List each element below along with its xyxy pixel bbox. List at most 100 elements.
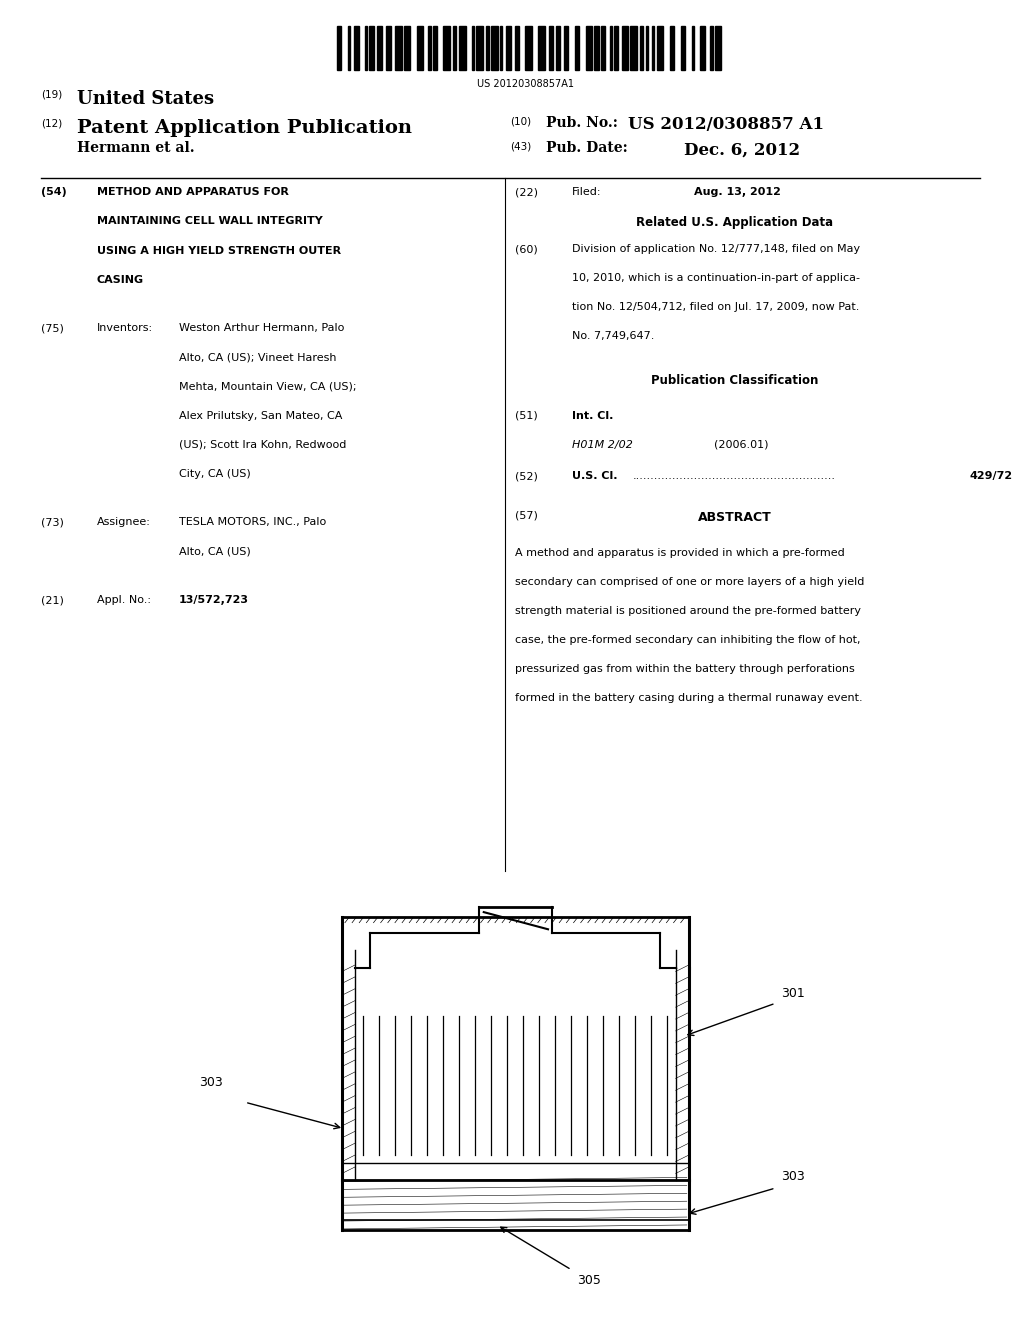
Text: ........................................................: ........................................… (633, 471, 836, 482)
Text: pressurized gas from within the battery through perforations: pressurized gas from within the battery … (515, 664, 855, 675)
Bar (715, 26, 721, 70)
Bar (586, 26, 592, 70)
Text: US 2012/0308857 A1: US 2012/0308857 A1 (628, 116, 823, 133)
Bar (403, 26, 411, 70)
Bar (549, 26, 553, 70)
Bar (651, 26, 653, 70)
Text: (54): (54) (41, 187, 67, 198)
Text: METHOD AND APPARATUS FOR: METHOD AND APPARATUS FOR (97, 187, 289, 198)
Bar (366, 26, 368, 70)
Bar (613, 26, 618, 70)
Text: ABSTRACT: ABSTRACT (698, 511, 772, 524)
Text: (19): (19) (41, 90, 62, 100)
Bar (460, 26, 466, 70)
Bar (395, 26, 402, 70)
Text: MAINTAINING CELL WALL INTEGRITY: MAINTAINING CELL WALL INTEGRITY (97, 216, 323, 227)
Text: 301: 301 (780, 987, 805, 1001)
Text: 303: 303 (780, 1170, 805, 1183)
Bar (525, 26, 531, 70)
Text: (75): (75) (41, 323, 63, 334)
Text: Hermann et al.: Hermann et al. (77, 141, 195, 156)
Text: 303: 303 (199, 1076, 223, 1089)
Bar (681, 26, 685, 70)
Text: tion No. 12/504,712, filed on Jul. 17, 2009, now Pat.: tion No. 12/504,712, filed on Jul. 17, 2… (571, 302, 859, 313)
Bar (443, 26, 450, 70)
Bar (377, 26, 382, 70)
Text: (52): (52) (515, 471, 539, 482)
Text: Int. Cl.: Int. Cl. (571, 411, 613, 421)
Bar (428, 26, 431, 70)
Text: Appl. No.:: Appl. No.: (97, 595, 151, 606)
Bar (354, 26, 359, 70)
Text: (2006.01): (2006.01) (715, 440, 769, 450)
Bar (692, 26, 694, 70)
Bar (486, 26, 489, 70)
Text: Weston Arthur Hermann, Palo: Weston Arthur Hermann, Palo (178, 323, 344, 334)
Text: USING A HIGH YIELD STRENGTH OUTER: USING A HIGH YIELD STRENGTH OUTER (97, 246, 341, 256)
Bar (453, 26, 456, 70)
Text: 13/572,723: 13/572,723 (178, 595, 249, 606)
Bar (539, 26, 545, 70)
Bar (574, 26, 580, 70)
Bar (472, 26, 474, 70)
Bar (610, 26, 611, 70)
Bar (640, 26, 643, 70)
Text: CASING: CASING (97, 275, 144, 285)
Text: (21): (21) (41, 595, 63, 606)
Bar (556, 26, 560, 70)
Text: (73): (73) (41, 517, 63, 528)
Bar (476, 26, 482, 70)
Text: City, CA (US): City, CA (US) (178, 469, 250, 479)
Text: strength material is positioned around the pre-formed battery: strength material is positioned around t… (515, 606, 861, 616)
Text: U.S. Cl.: U.S. Cl. (571, 471, 617, 482)
Text: (57): (57) (515, 511, 539, 521)
Text: (51): (51) (515, 411, 539, 421)
Text: 305: 305 (577, 1274, 600, 1287)
Bar (515, 26, 518, 70)
Bar (433, 26, 436, 70)
Bar (656, 26, 664, 70)
Text: Alto, CA (US); Vineet Haresh: Alto, CA (US); Vineet Haresh (178, 352, 336, 363)
Bar (492, 26, 498, 70)
Text: (US); Scott Ira Kohn, Redwood: (US); Scott Ira Kohn, Redwood (178, 440, 346, 450)
Text: Pub. No.:: Pub. No.: (546, 116, 617, 131)
Bar (370, 26, 374, 70)
Text: 10, 2010, which is a continuation-in-part of applica-: 10, 2010, which is a continuation-in-par… (571, 273, 859, 284)
Text: (22): (22) (515, 187, 539, 198)
Bar (386, 26, 391, 70)
Text: Mehta, Mountain View, CA (US);: Mehta, Mountain View, CA (US); (178, 381, 356, 392)
Text: Dec. 6, 2012: Dec. 6, 2012 (684, 141, 800, 158)
Text: Aug. 13, 2012: Aug. 13, 2012 (694, 187, 781, 198)
Text: (12): (12) (41, 119, 62, 129)
Bar (670, 26, 675, 70)
Text: secondary can comprised of one or more layers of a high yield: secondary can comprised of one or more l… (515, 577, 864, 587)
Text: A method and apparatus is provided in which a pre-formed: A method and apparatus is provided in wh… (515, 548, 845, 558)
Text: H01M 2/02: H01M 2/02 (571, 440, 633, 450)
Text: Division of application No. 12/777,148, filed on May: Division of application No. 12/777,148, … (571, 244, 859, 255)
Bar (601, 26, 605, 70)
Bar (348, 26, 350, 70)
Bar (646, 26, 648, 70)
Text: Pub. Date:: Pub. Date: (546, 141, 628, 156)
Text: Alto, CA (US): Alto, CA (US) (178, 546, 250, 557)
Bar (417, 26, 424, 70)
Text: No. 7,749,647.: No. 7,749,647. (571, 331, 654, 342)
Text: (60): (60) (515, 244, 539, 255)
Text: Alex Prilutsky, San Mateo, CA: Alex Prilutsky, San Mateo, CA (178, 411, 342, 421)
Text: 429/72: 429/72 (970, 471, 1013, 482)
Text: US 20120308857A1: US 20120308857A1 (477, 79, 574, 90)
Bar (594, 26, 599, 70)
Text: Filed:: Filed: (571, 187, 601, 198)
Bar (710, 26, 713, 70)
Bar (563, 26, 568, 70)
Bar (630, 26, 637, 70)
Text: Patent Application Publication: Patent Application Publication (77, 119, 412, 137)
Text: United States: United States (77, 90, 214, 108)
Bar (500, 26, 502, 70)
Text: case, the pre-formed secondary can inhibiting the flow of hot,: case, the pre-formed secondary can inhib… (515, 635, 861, 645)
Text: formed in the battery casing during a thermal runaway event.: formed in the battery casing during a th… (515, 693, 863, 704)
Text: Related U.S. Application Data: Related U.S. Application Data (636, 216, 834, 230)
Text: (43): (43) (510, 141, 531, 152)
Text: (10): (10) (510, 116, 531, 127)
Bar (337, 26, 341, 70)
